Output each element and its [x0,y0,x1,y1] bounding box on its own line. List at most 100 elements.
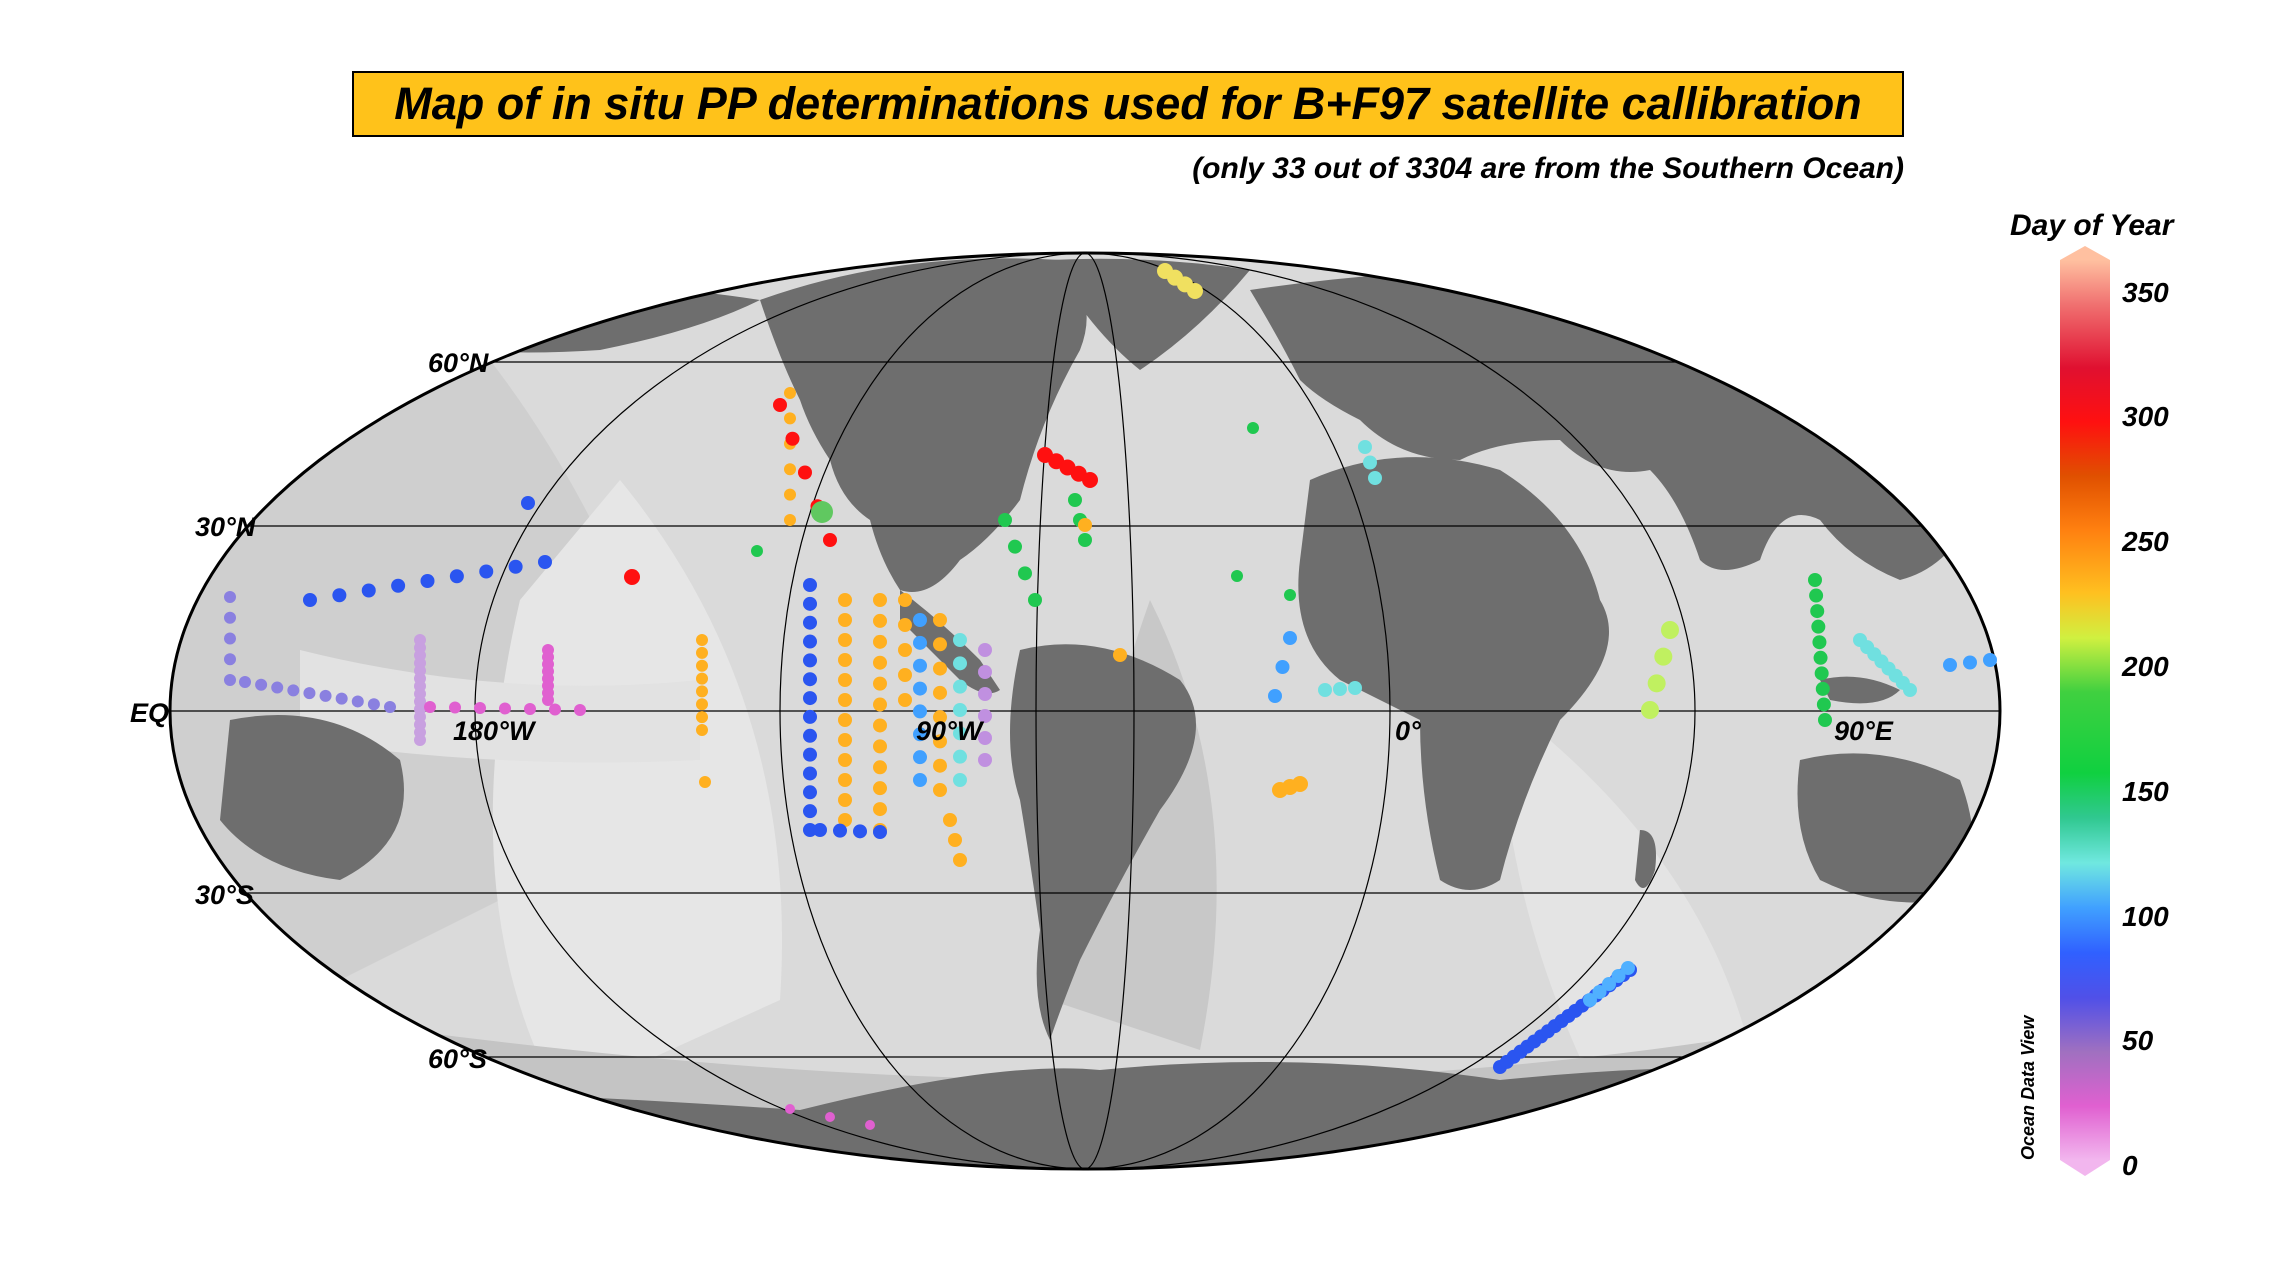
sample-point [853,824,867,839]
sample-point [508,559,523,574]
sample-point [1647,674,1666,693]
sample-point [1275,660,1290,674]
colorbar-tick-300: 300 [2122,401,2169,432]
sample-point [803,785,817,800]
colorbar-tick-150: 150 [2122,776,2169,807]
sample-point [1187,283,1203,299]
sample-point [813,823,827,837]
sample-point [499,702,511,715]
sample-point [696,698,708,711]
sample-point [803,615,817,630]
sample-point [898,643,912,657]
colorbar-tick-250: 250 [2121,526,2169,557]
sample-point [521,496,535,510]
colorbar-tick-50: 50 [2122,1025,2154,1056]
sample-point [913,773,927,787]
sample-point [1358,440,1372,454]
sample-point [838,713,852,727]
lon-label-0: 0° [1395,716,1421,746]
colorbar-tick-200: 200 [2121,651,2169,682]
sample-point [696,685,708,698]
sample-point [873,781,887,796]
sample-point [898,618,912,632]
sample-point [913,613,927,627]
sample-point [978,709,992,723]
sample-point [933,734,947,749]
sample-point [1809,588,1824,603]
sample-point [1815,681,1830,696]
sample-point [873,634,887,649]
sample-point [978,665,992,679]
sample-point [803,596,817,611]
lat-label-30n: 30°N [195,512,256,542]
sample-point [1810,604,1825,619]
sample-point [1068,493,1082,507]
sample-point [898,668,912,682]
map-outline [168,251,2002,1171]
sample-point [933,710,947,725]
sample-point [1812,635,1827,650]
sample-point [873,593,887,607]
sample-point [838,773,852,787]
sample-point [319,689,332,702]
sample-point [1368,471,1382,485]
sample-point [271,681,284,694]
sample-point [823,533,837,547]
sample-point [479,564,494,579]
sample-point [1808,573,1822,587]
sample-point [953,656,967,671]
sample-point [803,804,817,819]
sample-point [873,697,887,712]
sample-point [1983,653,1997,667]
sample-point [361,583,376,598]
map-title-box: Map of in situ PP determinations used fo… [352,71,1904,137]
sample-point [838,613,852,627]
sample-point [335,692,348,705]
sample-point [865,1120,875,1130]
lat-label-60n: 60°N [428,348,489,378]
sample-point [913,704,927,719]
sample-point [1363,455,1377,470]
sample-point [1818,713,1832,727]
sample-point [1247,422,1259,434]
colorbar-tick-350: 350 [2122,277,2169,308]
colorbar-top-arrow [2060,246,2110,260]
sample-point [873,718,887,733]
sample-point [1592,985,1607,999]
sample-point [838,593,852,607]
lon-label-180w: 180°W [453,716,537,746]
sample-point [978,731,992,745]
sample-point [933,783,947,797]
sample-point [803,823,817,837]
sample-point [424,701,436,713]
sample-point [1621,961,1635,975]
sample-point [696,634,708,646]
lon-label-90e: 90°E [1834,716,1894,746]
sample-point [873,802,887,817]
meridian-outer-a [779,253,1391,1169]
sample-point [384,701,396,713]
sample-point [953,633,967,647]
sample-point [224,674,236,686]
sample-point [1816,697,1831,712]
sample-point [803,766,817,781]
sample-point [1814,666,1829,681]
sample-point [953,679,967,694]
sample-point [574,704,586,716]
sample-point [773,398,787,412]
sample-point [303,687,316,700]
sample-point [873,676,887,691]
sample-point [838,813,852,827]
meridian-90w-0 [1035,253,1135,1169]
sample-point [1611,969,1626,983]
sample-point [699,776,711,788]
sample-point [1333,682,1347,696]
sample-point [943,813,957,827]
lat-label-eq: EQ [130,698,169,728]
sample-point [474,702,486,714]
sample-point [953,853,967,867]
sample-point [803,672,817,687]
sample-point [1078,518,1092,532]
sample-point [785,431,800,446]
